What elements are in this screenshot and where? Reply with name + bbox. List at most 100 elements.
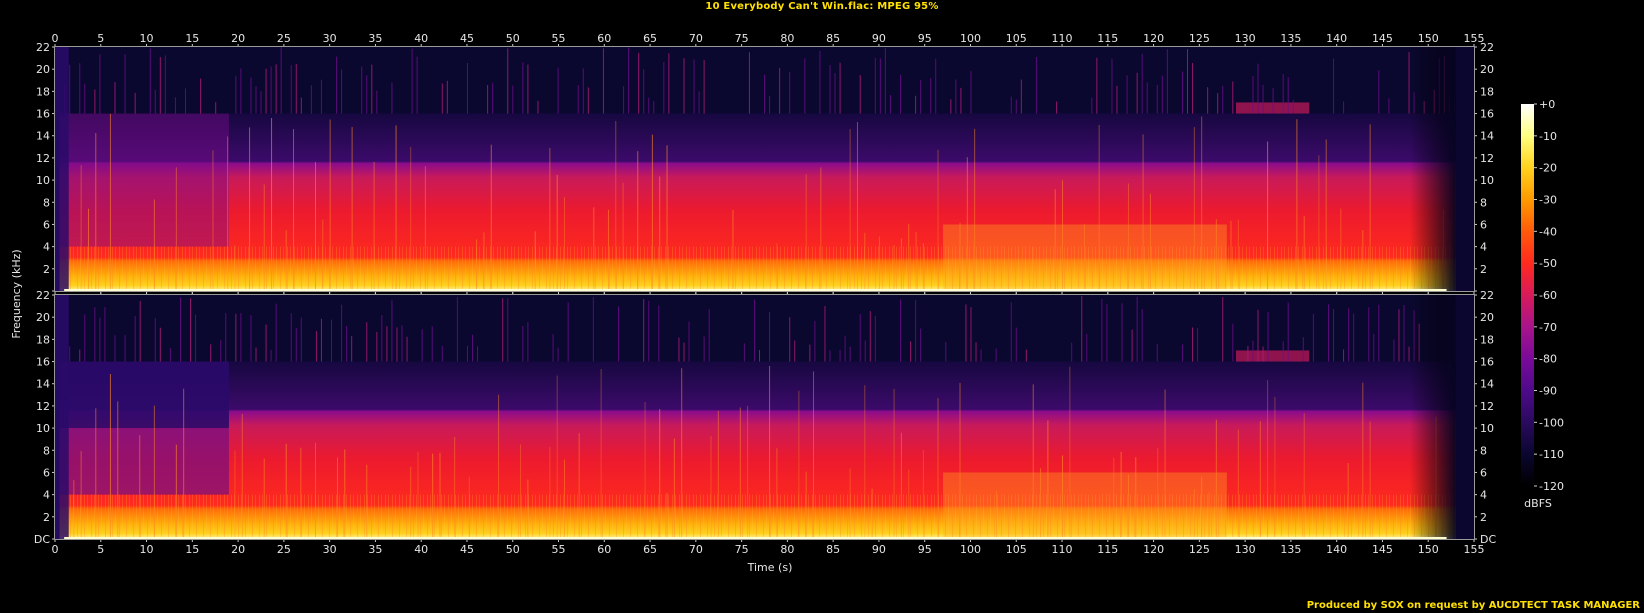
x-tick-label-top: 25 — [277, 32, 291, 45]
x-tick-label-top: 150 — [1418, 32, 1439, 45]
x-tick-label-top: 130 — [1235, 32, 1256, 45]
y-tick-label-right: 4 — [1480, 489, 1487, 502]
x-tick-label-top: 20 — [231, 32, 245, 45]
intro-region — [59, 113, 229, 247]
x-tick-label: 100 — [960, 543, 981, 556]
colorbar-tick-label: -80 — [1539, 353, 1557, 366]
y-tick-label-left: 10 — [36, 174, 50, 187]
low-band-texture — [64, 246, 1456, 291]
outro-fade — [1409, 47, 1456, 291]
peak-section — [1235, 350, 1310, 362]
y-tick-label-right: 16 — [1480, 356, 1494, 369]
colorbar-tick-label: +0 — [1539, 98, 1555, 111]
outro-fade — [1409, 295, 1456, 539]
x-tick-label-top: 140 — [1326, 32, 1347, 45]
y-tick-label-left: 18 — [36, 85, 50, 98]
x-tick-label: 65 — [643, 543, 657, 556]
x-tick-label: 10 — [140, 543, 154, 556]
y-tick-label-right: 14 — [1480, 378, 1494, 391]
y-tick-label-right: 18 — [1480, 333, 1494, 346]
y-tick-label-right: 18 — [1480, 85, 1494, 98]
x-tick-label-top: 100 — [960, 32, 981, 45]
x-tick-label-top: 75 — [735, 32, 749, 45]
channel-2: 0 5 10 15 20 25 30 35 40 45 50 55 60 65 70 75 80 85 90 95 10… — [34, 289, 1497, 556]
y-tick-label-right: 2 — [1480, 511, 1487, 524]
y-tick-label-left: 6 — [43, 218, 50, 231]
y-tick-label-right: 8 — [1480, 444, 1487, 457]
x-tick-label: 120 — [1143, 543, 1164, 556]
y-tick-label-right: 10 — [1480, 422, 1494, 435]
y-tick-label-left: 12 — [36, 152, 50, 165]
x-tick-label: 20 — [231, 543, 245, 556]
y-tick-label-left: 8 — [43, 444, 50, 457]
x-ticks: 0 5 10 15 20 25 30 35 40 45 50 55 60 65 70 75 80 85 90 95 10… — [52, 292, 1485, 556]
x-tick-label-top: 45 — [460, 32, 474, 45]
x-tick-label: 90 — [872, 543, 886, 556]
y-tick-label-left: 20 — [36, 311, 50, 324]
x-tick-label: 130 — [1235, 543, 1256, 556]
y-tick-label-right: 4 — [1480, 241, 1487, 254]
colorbar-tick-label: -20 — [1539, 162, 1557, 175]
x-tick-label: 95 — [918, 543, 932, 556]
y-tick-label-left: 16 — [36, 356, 50, 369]
x-tick-label: 140 — [1326, 543, 1347, 556]
colorbar-tick-label: -110 — [1539, 448, 1564, 461]
x-tick-label: 80 — [780, 543, 794, 556]
x-tick-label: 35 — [368, 543, 382, 556]
colorbar-tick-label: -120 — [1539, 480, 1564, 493]
y-tick-label-left: 16 — [36, 108, 50, 121]
y-tick-label-left: 4 — [43, 489, 50, 502]
x-tick-label-top: 115 — [1097, 32, 1118, 45]
y-tick-label-left: 8 — [43, 196, 50, 209]
colorbar: +0 -10 -20 -30 -40 -50 -60 -70 -80 -90 -100 -110 -12… — [1521, 98, 1564, 493]
colorbar-tick-label: -90 — [1539, 385, 1557, 398]
x-tick-label-top: 70 — [689, 32, 703, 45]
x-tick-label-top: 155 — [1464, 32, 1485, 45]
y-tick-label-right: 12 — [1480, 400, 1494, 413]
x-tick-label-top: 90 — [872, 32, 886, 45]
x-tick-label: 145 — [1372, 543, 1393, 556]
credit-text: Produced by SOX on request by AUCDTECT T… — [1306, 600, 1640, 611]
channel-1: 0 5 10 15 20 25 30 35 40 45 50 55 60 65 70 75 80 85 90 95 10… — [36, 32, 1494, 294]
y-tick-label-left: 14 — [36, 130, 50, 143]
y-tick-label-right: 12 — [1480, 152, 1494, 165]
colorbar-tick-label: -100 — [1539, 416, 1564, 429]
y-tick-label-right: 2 — [1480, 263, 1487, 276]
chart-title: 10 Everybody Can't Win.flac: MPEG 95% — [705, 1, 939, 12]
y-tick-label-left: 4 — [43, 241, 50, 254]
channel-frame — [54, 46, 1475, 292]
intro-fade — [55, 47, 69, 291]
y-tick-label-right: 20 — [1480, 311, 1494, 324]
x-tick-label-top: 10 — [140, 32, 154, 45]
y-tick-label-right: 6 — [1480, 466, 1487, 479]
x-tick-label-top: 95 — [918, 32, 932, 45]
transient-streaks — [64, 47, 1455, 292]
x-tick-label: 135 — [1280, 543, 1301, 556]
x-tick-label-top: 85 — [826, 32, 840, 45]
y-tick-label-left: 2 — [43, 263, 50, 276]
colorbar-tick-label: -40 — [1539, 225, 1557, 238]
x-tick-label: 85 — [826, 543, 840, 556]
x-tick-label-top: 0 — [52, 32, 59, 45]
x-tick-label: 125 — [1189, 543, 1210, 556]
y-tick-label-right: 20 — [1480, 63, 1494, 76]
x-tick-label: 25 — [277, 543, 291, 556]
x-tick-label: 155 — [1464, 543, 1485, 556]
y-tick-label-right: 10 — [1480, 174, 1494, 187]
colorbar-label: dBFS — [1524, 497, 1552, 510]
x-tick-label-top: 15 — [185, 32, 199, 45]
x-tick-label-top: 5 — [97, 32, 104, 45]
y-tick-label-right: 8 — [1480, 196, 1487, 209]
y-tick-label-right: 22 — [1480, 289, 1494, 302]
y-tick-label-left: 18 — [36, 333, 50, 346]
y-tick-label-left: 6 — [43, 466, 50, 479]
y-tick-label-left: 14 — [36, 378, 50, 391]
x-tick-label: 45 — [460, 543, 474, 556]
x-tick-label-top: 105 — [1006, 32, 1027, 45]
x-tick-label-top: 40 — [414, 32, 428, 45]
x-tick-label: 30 — [323, 543, 337, 556]
y-tick-label-right: DC — [1480, 533, 1496, 546]
colorbar-tick-label: -10 — [1539, 130, 1557, 143]
x-tick-label-top: 65 — [643, 32, 657, 45]
